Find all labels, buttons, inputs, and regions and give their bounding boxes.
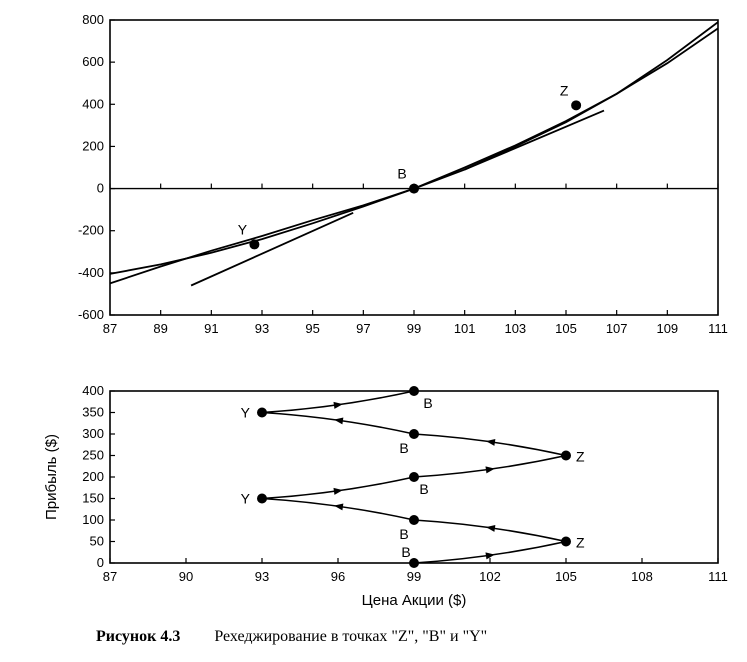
x-tick-label: 95 bbox=[305, 321, 319, 336]
path-point-y bbox=[257, 407, 267, 418]
y-tick-label: 800 bbox=[82, 12, 104, 27]
top-chart-curves bbox=[109, 21, 719, 287]
path-arrow bbox=[485, 438, 496, 446]
x-tick-label: 93 bbox=[255, 321, 269, 336]
x-tick-label: 102 bbox=[479, 569, 501, 584]
x-tick-label: 96 bbox=[331, 569, 345, 584]
path-arrow bbox=[485, 524, 496, 532]
y-tick-label: 0 bbox=[97, 181, 104, 196]
path-point-label: B bbox=[423, 395, 432, 411]
y-tick-label: 350 bbox=[82, 405, 104, 420]
x-tick-label: 87 bbox=[103, 321, 117, 336]
y-tick-label: 0 bbox=[97, 555, 104, 570]
top-chart-points: Y B Z bbox=[238, 82, 582, 250]
x-tick-label: 101 bbox=[454, 321, 476, 336]
path-segment bbox=[261, 476, 415, 500]
y-tick-label: -600 bbox=[78, 307, 104, 322]
x-tick-label: 111 bbox=[708, 569, 728, 584]
x-tick-label: 105 bbox=[555, 321, 577, 336]
path-point-label: Z bbox=[576, 449, 585, 465]
path-point-b bbox=[409, 429, 419, 439]
series-line-2 bbox=[109, 21, 719, 285]
point-label: B bbox=[397, 166, 406, 182]
x-tick-label: 97 bbox=[356, 321, 370, 336]
series-line-4 bbox=[464, 109, 605, 171]
x-tick-label: 108 bbox=[631, 569, 653, 584]
path-segment bbox=[261, 390, 415, 414]
point-b bbox=[409, 183, 419, 194]
caption-text: Рехеджирование в точках "Z", "B" и "Y" bbox=[214, 628, 488, 645]
path-segment bbox=[413, 454, 567, 478]
x-tick-label: 90 bbox=[179, 569, 193, 584]
y-tick-label: 50 bbox=[90, 534, 104, 549]
figure-caption: Рисунок 4.3 Рехеджирование в точках "Z", … bbox=[96, 628, 487, 646]
bottom-chart: 87 90 93 96 99 102 105 108 111 0 50 100 150 200 250 300… bbox=[43, 383, 728, 609]
x-tick-label: 109 bbox=[656, 321, 678, 336]
point-label: Y bbox=[238, 221, 248, 237]
path-point-label: B bbox=[419, 481, 428, 497]
path-segment bbox=[261, 411, 415, 435]
path-arrow bbox=[333, 503, 344, 511]
path-arrow bbox=[333, 401, 343, 409]
x-tick-label: 103 bbox=[504, 321, 526, 336]
y-tick-label: 200 bbox=[82, 138, 104, 153]
path-point-label: Z bbox=[576, 535, 585, 551]
path-point-label: Y bbox=[241, 405, 251, 421]
caption-number: Рисунок 4.3 bbox=[96, 628, 181, 645]
path-point-label: B bbox=[399, 440, 408, 456]
y-tick-label: -400 bbox=[78, 265, 104, 280]
y-tick-label: 400 bbox=[82, 383, 104, 398]
path-arrow bbox=[333, 417, 344, 425]
bottom-chart-axes: 87 90 93 96 99 102 105 108 111 0 50 100 150 200 250 300… bbox=[82, 383, 728, 584]
x-tick-label: 107 bbox=[606, 321, 628, 336]
path-point-z bbox=[561, 536, 571, 547]
bottom-chart-points: B Z B Y B Z B Y B bbox=[241, 386, 585, 568]
y-tick-label: 300 bbox=[82, 426, 104, 441]
top-chart-axes: 87 89 91 93 95 97 99 101 103 105 107 109 111 -600 -400… bbox=[78, 12, 728, 336]
top-chart: 87 89 91 93 95 97 99 101 103 105 107 109 111 -600 -400… bbox=[78, 12, 728, 336]
point-label: Z bbox=[560, 82, 569, 98]
path-point-b bbox=[409, 558, 419, 568]
top-chart-frame bbox=[109, 19, 719, 316]
path-point-label: B bbox=[401, 544, 410, 560]
x-tick-label: 111 bbox=[708, 321, 728, 336]
y-axis-label: Прибыль ($) bbox=[43, 434, 60, 520]
x-tick-label: 105 bbox=[555, 569, 577, 584]
y-tick-label: 400 bbox=[82, 96, 104, 111]
path-point-b bbox=[409, 515, 419, 525]
x-tick-label: 99 bbox=[407, 569, 421, 584]
path-segment bbox=[413, 519, 567, 543]
series-line-3 bbox=[190, 211, 354, 287]
path-arrow bbox=[333, 487, 343, 495]
y-tick-label: 150 bbox=[82, 491, 104, 506]
x-tick-label: 91 bbox=[204, 321, 218, 336]
x-tick-label: 93 bbox=[255, 569, 269, 584]
point-z bbox=[571, 100, 582, 111]
x-tick-label: 87 bbox=[103, 569, 117, 584]
point-y bbox=[249, 239, 260, 250]
y-tick-label: 600 bbox=[82, 54, 104, 69]
path-segment bbox=[261, 497, 415, 521]
y-tick-label: -200 bbox=[78, 223, 104, 238]
bottom-chart-path bbox=[261, 390, 567, 564]
path-segment bbox=[413, 433, 567, 457]
x-tick-label: 89 bbox=[153, 321, 167, 336]
x-axis-label: Цена Акции ($) bbox=[362, 592, 467, 609]
path-arrow bbox=[485, 552, 495, 560]
path-point-b bbox=[409, 386, 419, 396]
y-tick-label: 200 bbox=[82, 469, 104, 484]
y-tick-label: 100 bbox=[82, 512, 104, 527]
x-tick-label: 99 bbox=[407, 321, 421, 336]
y-tick-label: 250 bbox=[82, 448, 104, 463]
series-line-1 bbox=[109, 27, 719, 275]
path-arrow bbox=[485, 466, 495, 474]
path-point-label: Y bbox=[241, 491, 251, 507]
path-point-b bbox=[409, 472, 419, 482]
path-point-y bbox=[257, 493, 267, 504]
path-point-z bbox=[561, 450, 571, 461]
path-point-label: B bbox=[399, 526, 408, 542]
